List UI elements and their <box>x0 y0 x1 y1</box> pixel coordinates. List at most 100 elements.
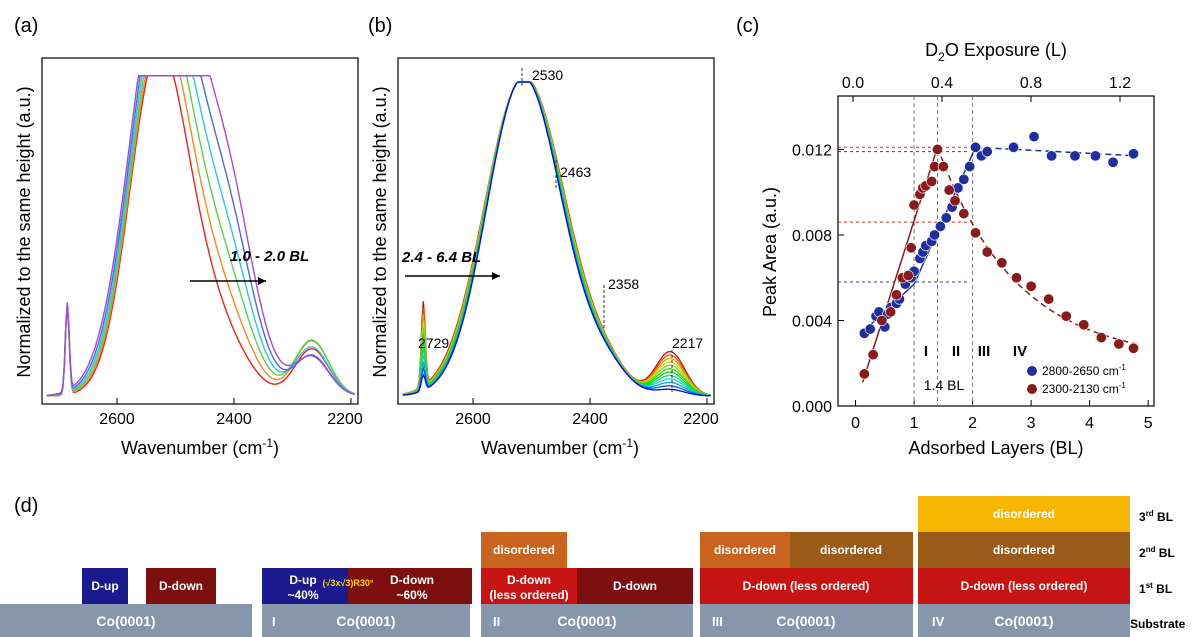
data-point <box>867 349 879 361</box>
substrate-block <box>918 604 1130 637</box>
panel-d-label: (d) <box>14 495 38 517</box>
panel-c-legend: 2800-2650 cm-1 2300-2130 cm-1 <box>1027 363 1126 396</box>
data-point <box>926 176 938 188</box>
stage-label: IV <box>932 614 945 629</box>
disordered-text: disordered <box>714 543 776 557</box>
data-point <box>891 289 903 301</box>
peak-label-2217: 2217 <box>672 335 703 351</box>
disordered-block <box>700 532 790 568</box>
stage-label: I <box>272 614 276 629</box>
data-point <box>949 195 961 207</box>
data-point <box>964 161 976 173</box>
data-point <box>1128 148 1140 160</box>
panel-c-xlabel: Adsorbed Layers (BL) <box>908 438 1083 458</box>
data-point <box>902 270 914 282</box>
ddown-text: D-down <box>390 573 434 587</box>
panel-a-curves <box>46 75 355 397</box>
data-point <box>1028 131 1040 143</box>
legend-label-red: 2300-2130 cm-1 <box>1042 381 1126 396</box>
fit-line-blue <box>975 146 1137 157</box>
panel-b-annotation: 2.4 - 6.4 BL <box>401 249 481 266</box>
x-tick-label: 4 <box>1085 415 1094 432</box>
top-x-tick-label: 1.2 <box>1109 75 1131 92</box>
substrate-block <box>700 604 913 637</box>
ddown-block <box>348 568 472 604</box>
data-point <box>958 173 970 185</box>
data-point <box>934 220 946 232</box>
panel-b-arrowhead <box>492 272 500 280</box>
data-point <box>1107 156 1119 168</box>
legend-marker-blue <box>1027 366 1037 376</box>
panel-c-label: (c) <box>736 15 759 37</box>
ddown-less-block <box>918 568 1130 604</box>
ddown-block <box>577 568 693 604</box>
panel-b-xticks: 2600 2400 2200 <box>455 398 719 428</box>
data-point <box>1089 150 1101 162</box>
data-point <box>1095 332 1107 344</box>
data-point <box>1128 342 1140 354</box>
region-label: IV <box>1013 343 1027 360</box>
data-point <box>1043 293 1055 305</box>
data-point <box>940 212 952 224</box>
peak-label-2358: 2358 <box>608 276 639 292</box>
x-tick-label: 0 <box>851 415 860 432</box>
data-point <box>981 146 993 158</box>
data-point <box>1078 319 1090 331</box>
data-point <box>864 323 876 335</box>
panel-a: (a) 2600 2400 2200 Wavenumber (cm-1) Nor… <box>14 15 363 458</box>
disordered-block <box>918 532 1130 568</box>
x-tick-label: 1 <box>910 415 919 432</box>
panel-b-xtick-label: 2600 <box>455 411 491 428</box>
data-point <box>908 199 920 211</box>
x-tick-label: 5 <box>1144 415 1153 432</box>
substrate-text: Co(0001) <box>776 613 835 629</box>
panel-c-ylabel: Peak Area (a.u.) <box>760 187 780 317</box>
data-point <box>1060 310 1072 322</box>
x-tick-label: 2 <box>968 415 977 432</box>
data-point <box>1025 280 1037 292</box>
ddown-less-text: D-down <box>507 573 551 587</box>
layer-label-3rd: 3rd BL <box>1139 509 1173 524</box>
data-point <box>1010 272 1022 284</box>
substrate-text: Co(0001) <box>557 613 616 629</box>
substrate-text: Co(0001) <box>336 613 395 629</box>
ddown-less-text: D-down (less ordered) <box>743 579 870 593</box>
panel-a-xtick-label: 2600 <box>99 411 135 428</box>
panel-a-frame <box>41 57 359 405</box>
data-point <box>905 242 917 254</box>
region-label: II <box>952 343 960 360</box>
data-point <box>858 368 870 380</box>
data-point <box>876 314 888 326</box>
data-point <box>981 246 993 258</box>
y-tick-label: 0.004 <box>792 313 832 330</box>
spectrum-line <box>46 75 355 397</box>
panel-b-xtick-label: 2200 <box>683 411 719 428</box>
stage-label: II <box>493 614 500 629</box>
disordered-block <box>481 532 567 568</box>
ddown-less-block <box>481 568 577 604</box>
data-point <box>1069 150 1081 162</box>
ddown-less-text: (less ordered) <box>489 588 568 602</box>
panel-d: (d) Co(0001) Co(0001) Co(0001) Co(0001) … <box>0 495 1186 637</box>
spectrum-line <box>46 75 355 397</box>
top-x-tick-label: 0.8 <box>1020 75 1042 92</box>
panel-b-frame <box>397 57 715 405</box>
panel-a-label: (a) <box>14 15 38 37</box>
spectrum-line <box>402 81 711 397</box>
peak-label-2530: 2530 <box>532 67 563 83</box>
region-label: III <box>978 343 991 360</box>
layer-label-2nd: 2nd BL <box>1139 545 1175 560</box>
dup-text: D-up <box>289 573 316 587</box>
legend-label-blue: 2800-2650 cm-1 <box>1042 363 1126 378</box>
data-point <box>929 229 941 241</box>
spectrum-line <box>46 75 355 396</box>
annotation-1-4-bl: 1.4 BL <box>924 377 965 393</box>
dup-block <box>82 568 128 604</box>
top-x-tick-label: 0.0 <box>842 75 864 92</box>
data-point <box>1113 338 1125 350</box>
ddown-less-text: D-down (less ordered) <box>961 579 1088 593</box>
panel-b-xtick-label: 2400 <box>572 411 608 428</box>
data-point <box>885 306 897 318</box>
substrate-block <box>481 604 693 637</box>
